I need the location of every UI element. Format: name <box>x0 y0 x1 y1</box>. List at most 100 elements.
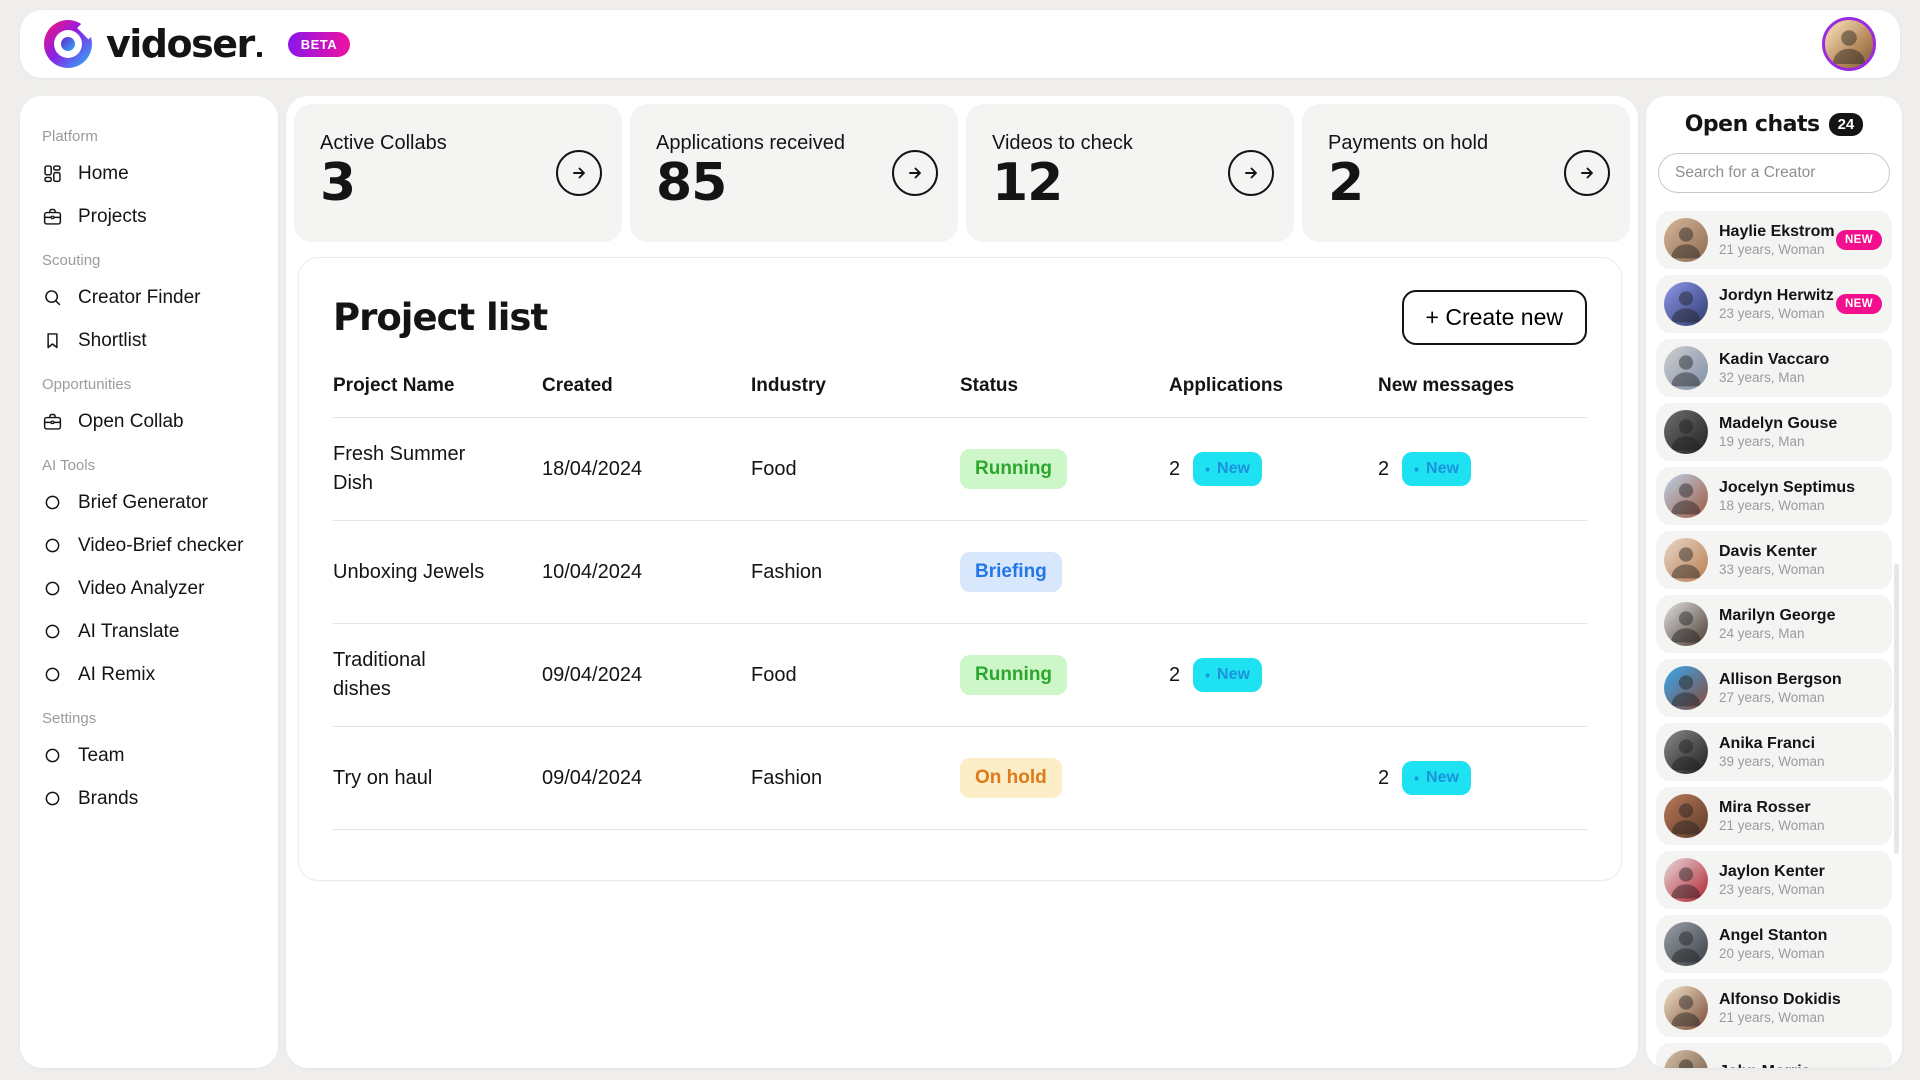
create-new-button[interactable]: + Create new <box>1401 290 1587 345</box>
chat-item[interactable]: Haylie Ekstrom 21 years, Woman NEW <box>1656 211 1892 269</box>
circle-icon <box>45 667 60 682</box>
avatar <box>1664 410 1708 454</box>
sidebar-item-video-brief-checker[interactable]: Video-Brief checker <box>42 524 264 567</box>
chat-name: Jaylon Kenter <box>1719 862 1825 880</box>
sidebar-item-label: Open Collab <box>78 410 184 432</box>
avatar <box>1664 1050 1708 1068</box>
sidebar-item-projects[interactable]: Projects <box>42 195 264 238</box>
circle-icon <box>45 495 60 510</box>
sidebar-section-scouting: Scouting <box>42 252 101 269</box>
dot-icon: • <box>1205 667 1211 683</box>
open-chats-title: Open chats 24 <box>1656 112 1892 137</box>
stat-card-applications-received[interactable]: Applications received 85 <box>630 104 958 242</box>
sidebar: Platform Home Projects Scouting Creator … <box>20 96 278 1068</box>
brand-logo[interactable]: vidoser BETA <box>44 20 351 68</box>
stat-card-payments-on-hold[interactable]: Payments on hold 2 <box>1302 104 1630 242</box>
chat-item[interactable]: Jordyn Herwitz 23 years, Woman NEW <box>1656 275 1892 333</box>
chat-scrollbar[interactable] <box>1894 564 1899 854</box>
sidebar-item-label: AI Remix <box>78 663 156 685</box>
creator-search[interactable] <box>1658 153 1890 193</box>
stat-label: Active Collabs <box>320 132 447 154</box>
avatar <box>1664 666 1708 710</box>
project-industry: Food <box>751 663 797 686</box>
messages-count: 2 <box>1378 766 1390 789</box>
stat-label: Payments on hold <box>1328 132 1489 154</box>
chat-item[interactable]: Alfonso Dokidis 21 years, Woman <box>1656 979 1892 1037</box>
sidebar-item-label: Brands <box>78 787 139 809</box>
messages-count: 2 <box>1378 457 1390 480</box>
stat-value: 2 <box>1328 153 1364 213</box>
sidebar-item-team[interactable]: Team <box>42 734 264 777</box>
sidebar-section-settings: Settings <box>42 710 97 727</box>
avatar <box>1664 282 1708 326</box>
chat-name: Madelyn Gouse <box>1719 414 1838 432</box>
circle-icon <box>45 581 60 596</box>
messages-new-badge: • New <box>1402 452 1471 486</box>
project-created: 09/04/2024 <box>542 663 643 686</box>
sidebar-item-label: Brief Generator <box>78 491 208 513</box>
page-title: Project list <box>333 296 548 339</box>
status-badge: Running <box>960 655 1068 695</box>
sidebar-item-creator-finder[interactable]: Creator Finder <box>42 276 264 319</box>
chat-meta: 21 years, Woman <box>1719 817 1825 833</box>
col-new-messages: New messages <box>1378 375 1515 396</box>
col-project-name: Project Name <box>333 375 455 396</box>
chat-item[interactable]: Jaylon Kenter 23 years, Woman <box>1656 851 1892 909</box>
table-row[interactable]: Fresh Summer Dish 18/04/2024 Food Runnin… <box>333 418 1587 521</box>
table-row[interactable]: Try on haul 09/04/2024 Fashion On hold 2… <box>333 727 1587 830</box>
sidebar-item-brands[interactable]: Brands <box>42 777 264 820</box>
chat-item[interactable]: Marilyn George 24 years, Man <box>1656 595 1892 653</box>
chat-item[interactable]: Kadin Vaccaro 32 years, Man <box>1656 339 1892 397</box>
chat-item[interactable]: Jocelyn Septimus 18 years, Woman <box>1656 467 1892 525</box>
sidebar-item-shortlist[interactable]: Shortlist <box>42 319 264 362</box>
stats-row: Active Collabs 3 Applications received 8… <box>294 104 1630 242</box>
sidebar-item-video-analyzer[interactable]: Video Analyzer <box>42 567 264 610</box>
chat-name: Allison Bergson <box>1719 670 1842 688</box>
col-status: Status <box>960 375 1019 396</box>
beta-badge: BETA <box>287 31 351 57</box>
arrow-right-icon[interactable] <box>1564 150 1610 196</box>
sidebar-item-ai-remix[interactable]: AI Remix <box>42 653 264 696</box>
circle-icon <box>45 624 60 639</box>
chat-name: Jordyn Herwitz <box>1719 286 1834 304</box>
avatar <box>1664 922 1708 966</box>
chat-meta: 32 years, Man <box>1719 369 1805 385</box>
chat-name: John Morris <box>1719 1062 1811 1068</box>
project-industry: Fashion <box>751 766 823 789</box>
chat-meta: 23 years, Woman <box>1719 881 1825 897</box>
arrow-right-icon[interactable] <box>556 150 602 196</box>
sidebar-item-ai-translate[interactable]: AI Translate <box>42 610 264 653</box>
sidebar-item-brief-generator[interactable]: Brief Generator <box>42 481 264 524</box>
chat-meta: 21 years, Woman <box>1719 1009 1825 1025</box>
chat-name: Haylie Ekstrom <box>1719 222 1835 240</box>
chat-meta: 18 years, Woman <box>1719 497 1825 513</box>
project-name: Unboxing Jewels <box>333 560 485 583</box>
stat-label: Applications received <box>656 132 845 154</box>
chat-item[interactable]: Mira Rosser 21 years, Woman <box>1656 787 1892 845</box>
sidebar-item-open-collab[interactable]: Open Collab <box>42 400 264 443</box>
table-row[interactable]: Unboxing Jewels 10/04/2024 Fashion Brief… <box>333 521 1587 624</box>
chat-name: Anika Franci <box>1719 734 1816 752</box>
project-name: Traditional dishes <box>333 649 426 700</box>
sidebar-item-label: Shortlist <box>78 329 147 351</box>
chat-item[interactable]: Allison Bergson 27 years, Woman <box>1656 659 1892 717</box>
arrow-right-icon[interactable] <box>892 150 938 196</box>
stat-card-active-collabs[interactable]: Active Collabs 3 <box>294 104 622 242</box>
top-header: vidoser BETA <box>20 10 1900 78</box>
applications-count: 2 <box>1169 457 1181 480</box>
chat-item[interactable]: Angel Stanton 20 years, Woman <box>1656 915 1892 973</box>
sidebar-item-home[interactable]: Home <box>42 152 264 195</box>
chat-item[interactable]: Anika Franci 39 years, Woman <box>1656 723 1892 781</box>
arrow-right-icon[interactable] <box>1228 150 1274 196</box>
search-input[interactable] <box>1675 164 1875 182</box>
chat-item[interactable]: John Morris <box>1656 1043 1892 1068</box>
chat-item[interactable]: Davis Kenter 33 years, Woman <box>1656 531 1892 589</box>
sidebar-section-platform: Platform <box>42 128 98 145</box>
table-row[interactable]: Traditional dishes 09/04/2024 Food Runni… <box>333 624 1587 727</box>
chat-item[interactable]: Madelyn Gouse 19 years, Man <box>1656 403 1892 461</box>
project-industry: Fashion <box>751 560 823 583</box>
user-avatar[interactable] <box>1822 17 1876 71</box>
stat-card-videos-to-check[interactable]: Videos to check 12 <box>966 104 1294 242</box>
chats-count-badge: 24 <box>1828 113 1864 136</box>
